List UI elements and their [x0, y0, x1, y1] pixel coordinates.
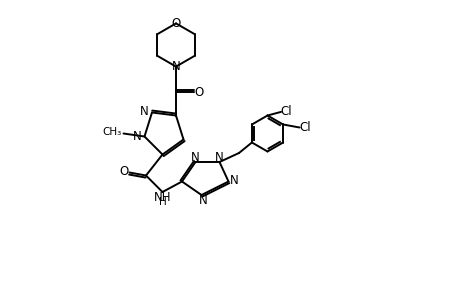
Text: NH: NH: [153, 191, 171, 204]
Text: N: N: [190, 151, 199, 164]
Text: N: N: [215, 151, 224, 164]
Text: O: O: [194, 85, 204, 99]
Text: O: O: [119, 165, 129, 178]
Text: Cl: Cl: [280, 105, 291, 118]
Text: N: N: [230, 173, 238, 187]
Text: N: N: [140, 105, 148, 119]
Text: N: N: [198, 194, 207, 207]
Text: Cl: Cl: [298, 121, 310, 134]
Text: N: N: [133, 130, 142, 143]
Text: N: N: [171, 60, 180, 73]
Text: O: O: [171, 17, 180, 30]
Text: CH₃: CH₃: [102, 127, 122, 137]
Text: H: H: [158, 197, 166, 207]
